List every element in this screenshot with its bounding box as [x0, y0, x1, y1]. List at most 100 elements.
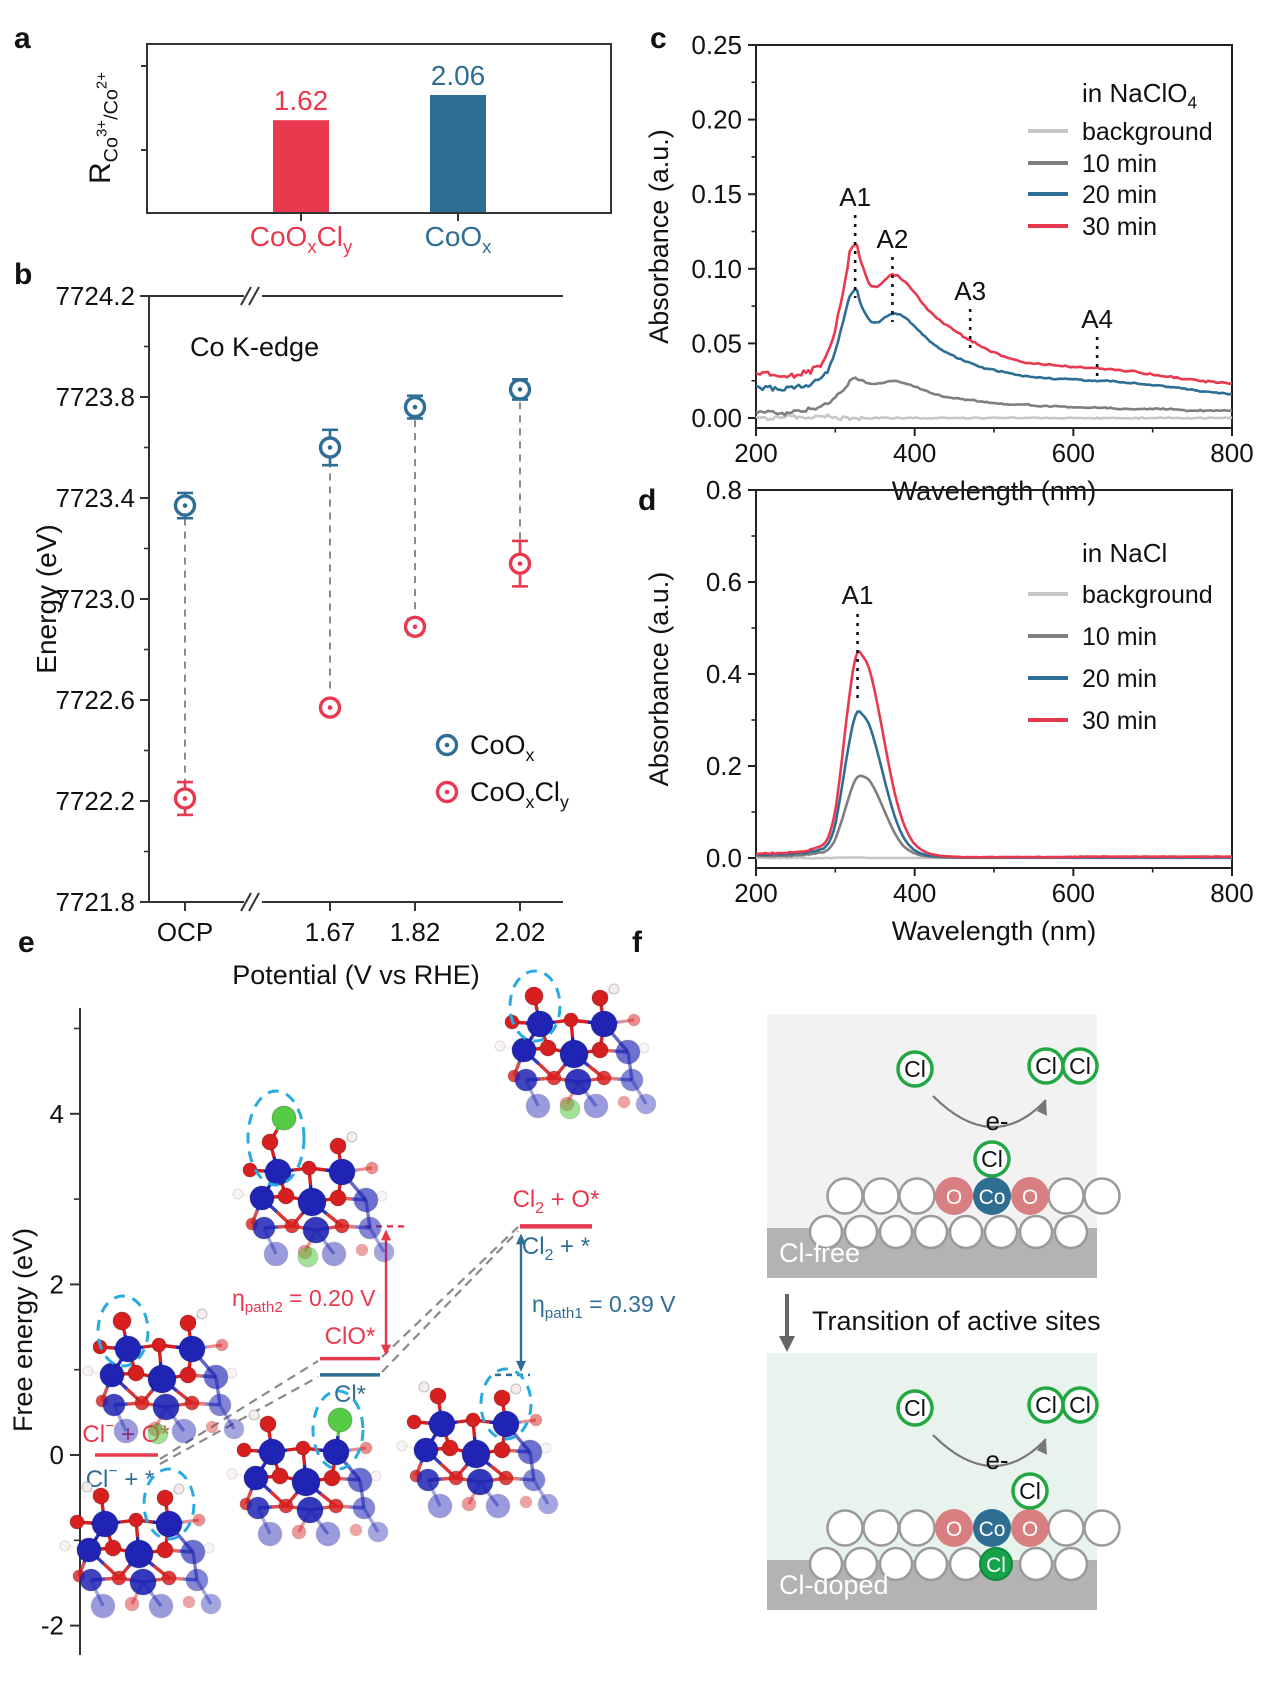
svg-text:A2: A2: [877, 224, 909, 254]
data-point: [173, 491, 197, 520]
molecule-cluster: [226, 1389, 389, 1547]
doped-cl-atom: [979, 1547, 1013, 1581]
svg-text:7722.2: 7722.2: [55, 786, 135, 816]
svg-text:Co: Co: [979, 1518, 1006, 1541]
svg-text:Cl: Cl: [1035, 1392, 1057, 1418]
svg-text:CoOx: CoOx: [425, 221, 493, 257]
svg-text:0.10: 0.10: [691, 254, 742, 284]
svg-text:CoOx: CoOx: [470, 730, 535, 765]
surface-atom-Co: [973, 1509, 1011, 1547]
svg-text:-2: -2: [41, 1611, 64, 1641]
highlight-ellipse: [508, 969, 562, 1043]
panel-d: 0.0 0.2 0.4 0.6 0.8 200 400 600 800 Wavelength (n…: [644, 475, 1254, 946]
data-point: [173, 780, 197, 817]
svg-text:ClO*: ClO*: [325, 1323, 376, 1350]
surface-atom-O: [935, 1509, 973, 1547]
data-point: [508, 378, 532, 401]
curve-30min: [755, 650, 1233, 859]
svg-text:in NaClO4: in NaClO4: [1082, 78, 1197, 113]
svg-text:e-: e-: [985, 1106, 1008, 1136]
svg-text:Transition of active sites: Transition of active sites: [812, 1306, 1101, 1336]
schematic-box: O Co O Cl Cl Cl Cl e- Cl-free: [767, 1014, 1121, 1278]
svg-text:20 min: 20 min: [1082, 181, 1157, 209]
curve-background: [755, 413, 1233, 422]
data-point: [508, 539, 532, 588]
svg-text:0.00: 0.00: [691, 403, 742, 433]
svg-text:4: 4: [50, 1099, 64, 1129]
highlight-ellipse: [96, 1294, 150, 1368]
legend: in NaCl background 10 min 20 min 30 min: [1028, 538, 1213, 735]
svg-text:10 min: 10 min: [1082, 150, 1157, 178]
panel-f: O Co O Cl Cl Cl Cl e- Cl-free Cl O Co O Cl Cl Cl Cl e- Cl-…: [767, 1014, 1121, 1610]
svg-text:O: O: [946, 1518, 962, 1541]
molecule-cluster: [232, 1089, 395, 1268]
svg-text:7722.6: 7722.6: [55, 685, 135, 715]
curve-10min: [755, 376, 1233, 417]
svg-text:7723.0: 7723.0: [55, 584, 135, 614]
svg-text:Cl: Cl: [986, 1554, 1006, 1577]
panel-a: 1.62 CoOxCly 2.06 CoOx RCo3+/Co2+: [84, 43, 612, 257]
svg-text:Potential (V vs RHE): Potential (V vs RHE): [232, 960, 480, 990]
svg-text:Cl2 + *: Cl2 + *: [522, 1233, 590, 1264]
data-point: [403, 394, 427, 420]
svg-text:7721.8: 7721.8: [55, 887, 135, 917]
svg-text:800: 800: [1210, 438, 1253, 468]
svg-text:Free energy (eV): Free energy (eV): [8, 1228, 38, 1432]
bar-0: [273, 120, 329, 212]
svg-text:O: O: [946, 1186, 962, 1209]
legend: in NaClO4 background 10 min 20 min 30 min: [1028, 78, 1213, 241]
svg-text:7724.2: 7724.2: [55, 281, 135, 311]
svg-text:600: 600: [1052, 878, 1095, 908]
adsorbed-cl: [973, 1140, 1011, 1178]
svg-text:0.6: 0.6: [706, 567, 742, 597]
electron-arrow-icon: [1036, 1100, 1047, 1116]
svg-text:2.06: 2.06: [431, 60, 486, 91]
svg-text:e-: e-: [985, 1445, 1008, 1475]
curve-30min: [755, 243, 1233, 386]
svg-text:A1: A1: [842, 580, 874, 610]
molecule-cluster: [494, 969, 657, 1120]
panel-label-e: e: [18, 926, 35, 959]
highlight-ellipse: [311, 1389, 365, 1471]
svg-text:2.02: 2.02: [495, 917, 546, 947]
svg-text:background: background: [1082, 118, 1213, 146]
svg-text:7723.8: 7723.8: [55, 382, 135, 412]
svg-text:Co: Co: [979, 1186, 1006, 1209]
highlight-ellipse: [142, 1467, 196, 1541]
svg-text:ηpath1 = 0.39 V: ηpath1 = 0.39 V: [532, 1291, 676, 1322]
svg-text:Cl-doped: Cl-doped: [779, 1570, 889, 1600]
panel-label-d: d: [638, 484, 657, 517]
svg-text:O: O: [1022, 1518, 1038, 1541]
schematic-box: Cl O Co O Cl Cl Cl Cl e- Cl-doped: [767, 1353, 1121, 1610]
svg-text:0.4: 0.4: [706, 659, 742, 689]
svg-text:0.25: 0.25: [691, 30, 742, 60]
product-cl-2: [1061, 1386, 1099, 1424]
data-point: [318, 696, 342, 719]
panel-label-a: a: [14, 22, 31, 55]
panel-label-b: b: [14, 258, 33, 291]
svg-text:Cl: Cl: [1069, 1392, 1091, 1418]
svg-text:ηpath2 = 0.20 V: ηpath2 = 0.20 V: [232, 1285, 376, 1316]
free-cl-ion: [896, 1389, 934, 1427]
curve-20min: [755, 287, 1233, 396]
highlight-ellipse: [479, 1367, 533, 1441]
svg-text:30 min: 30 min: [1082, 213, 1157, 241]
free-cl-ion: [896, 1050, 934, 1088]
svg-text:600: 600: [1052, 438, 1095, 468]
svg-text:Cl: Cl: [1035, 1053, 1057, 1079]
svg-text:Absorbance (a.u.): Absorbance (a.u.): [644, 129, 674, 344]
svg-text:Cl: Cl: [1069, 1053, 1091, 1079]
adsorbed-cl: [1011, 1472, 1049, 1510]
svg-text:OCP: OCP: [157, 917, 213, 947]
svg-text:Cl: Cl: [1019, 1478, 1041, 1504]
svg-text:A1: A1: [839, 182, 871, 212]
svg-text:0.15: 0.15: [691, 179, 742, 209]
svg-text:background: background: [1082, 581, 1213, 609]
svg-text:2: 2: [50, 1269, 64, 1299]
panel-label-c: c: [650, 22, 667, 55]
product-cl-2: [1061, 1047, 1099, 1085]
bar-1: [430, 94, 486, 212]
svg-text:1.82: 1.82: [390, 917, 441, 947]
